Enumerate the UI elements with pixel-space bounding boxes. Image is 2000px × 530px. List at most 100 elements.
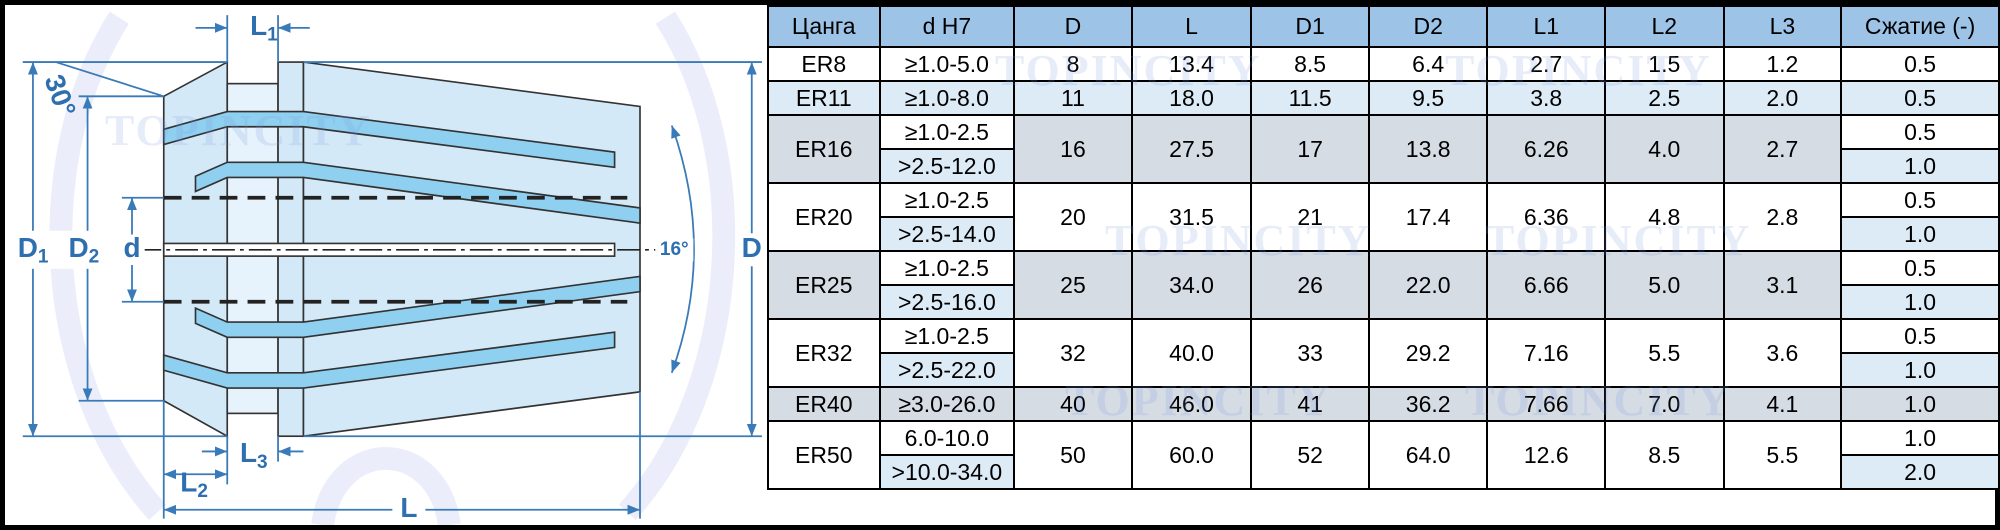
label-sub: 3 [257, 452, 268, 473]
dimension-cell: 8 [1013, 46, 1133, 82]
collet-name: ER25 [767, 250, 881, 320]
compression: 1.0 [1840, 386, 2000, 422]
label-bg [17, 230, 94, 269]
collet-name: ER8 [767, 46, 881, 82]
compression: 2.0 [1840, 454, 2000, 490]
header-cell: Сжатие (-) [1840, 5, 2000, 48]
dimension-cell: 6.66 [1486, 250, 1607, 320]
table-row: ER8 ≥1.0-5.0 8 13.4 8.5 6.4 2.7 1.5 1.2 0.5 [767, 46, 2000, 82]
watermark-shapes [49, 11, 736, 525]
dimension-cell: 11.5 [1250, 80, 1370, 116]
compression: 0.5 [1840, 80, 2000, 116]
table-row: ER11 ≥1.0-8.0 11 18.0 11.5 9.5 3.8 2.5 2.0 0.5 [767, 80, 2000, 116]
table-body: ER8 ≥1.0-5.0 8 13.4 8.5 6.4 2.7 1.5 1.2 0.5 ER11 ≥1… [767, 46, 2000, 490]
dimension-cell: 8.5 [1250, 46, 1370, 82]
dimension-cell: 5.0 [1604, 250, 1725, 320]
dimension-cell: 46.0 [1130, 386, 1253, 422]
dimension-cell: 7.0 [1604, 386, 1725, 422]
dimension-cell: 60.0 [1130, 420, 1253, 490]
dimension-cell: 52 [1250, 420, 1370, 490]
dimension-cell: 5.5 [1722, 420, 1843, 490]
table-row: >2.5-16.0 1.0 [768, 284, 2000, 320]
dimension-cell: 1.2 [1722, 46, 1843, 82]
collet-drawing: D1 D2 d D L L1 L2 L3 30° 16° [17, 10, 766, 525]
collet-name: ER11 [767, 80, 881, 116]
table-row: >10.0-34.0 2.0 [768, 454, 2000, 490]
dimension-cell: 8.5 [1604, 420, 1725, 490]
label-sub: 1 [267, 24, 278, 45]
dimension-cell: 27.5 [1130, 114, 1253, 184]
dimension-cell: 3.6 [1722, 318, 1843, 388]
table-row: ER32 ≥1.0-2.5 32 40.0 33 29.2 7.16 5.5 3.6 0.5 [767, 318, 2000, 388]
slot [194, 275, 641, 339]
dimension-cell: 11 [1013, 80, 1133, 116]
bore-range: ≥3.0-26.0 [878, 386, 1016, 422]
table-row: ER20 ≥1.0-2.5 20 31.5 21 17.4 6.36 4.8 2.8 0.5 [767, 182, 2000, 252]
dimension-cell: 12.6 [1486, 420, 1607, 490]
dim-label: L1 [250, 10, 278, 45]
header-cell: D2 [1367, 5, 1489, 48]
dimension-cell: 3.8 [1486, 80, 1607, 116]
compression: 1.0 [1840, 352, 2000, 388]
bore-range: ≥1.0-5.0 [878, 46, 1016, 82]
dimension-cell: 2.7 [1722, 114, 1843, 184]
dimension-cell: 26 [1250, 250, 1370, 320]
collet-table: Цанга d H7 D L D1 D2 L1 L2 L3 Сжатие (-) ER8 ≥1.0-5… [767, 5, 2000, 490]
dimension-cell: 17.4 [1367, 182, 1489, 252]
dimension-cell: 4.8 [1604, 182, 1725, 252]
compression: 0.5 [1840, 114, 2000, 150]
compression: 1.0 [1840, 420, 2000, 456]
dimension-cell: 13.4 [1130, 46, 1253, 82]
dimension-cell: 6.26 [1486, 114, 1607, 184]
dimension-cell: 2.5 [1604, 80, 1725, 116]
header-cell: d H7 [878, 5, 1016, 48]
table-row: ER16 ≥1.0-2.5 16 27.5 17 13.8 6.26 4.0 2.7 0.5 [767, 114, 2000, 184]
angle-label: 16° [660, 239, 689, 260]
dimension-cell: 16 [1013, 114, 1133, 184]
slot [194, 161, 641, 225]
dimension-cell: 25 [1013, 250, 1133, 320]
bore-range: ≥1.0-8.0 [878, 80, 1016, 116]
dim-label: L2 [180, 467, 208, 502]
table-row: >2.5-12.0 1.0 [768, 148, 2000, 184]
table-row: ER25 ≥1.0-2.5 25 34.0 26 22.0 6.66 5.0 3.1 0.5 [767, 250, 2000, 320]
compression: 0.5 [1840, 182, 2000, 218]
label-bg [119, 234, 145, 265]
table-row: >2.5-14.0 1.0 [768, 216, 2000, 252]
bore-range: >2.5-16.0 [878, 284, 1016, 320]
dim-label: D1 [18, 232, 49, 267]
table-row: ER50 6.0-10.0 50 60.0 52 64.0 12.6 8.5 5.5 1.0 [767, 420, 2000, 490]
header-row: Цанга d H7 D L D1 D2 L1 L2 L3 Сжатие (-) [767, 5, 2000, 48]
dimension-cell: 9.5 [1367, 80, 1489, 116]
compression: 0.5 [1840, 250, 2000, 286]
dimension-cell: 41 [1250, 386, 1370, 422]
header-cell: L3 [1722, 5, 1843, 48]
dimension-cell: 7.66 [1486, 386, 1607, 422]
dimension-cell: 3.1 [1722, 250, 1843, 320]
dim-label: d [123, 232, 140, 263]
bore-range: >2.5-14.0 [878, 216, 1016, 252]
dimension-cell: 20 [1013, 182, 1133, 252]
collet-name: ER16 [767, 114, 881, 184]
dimension-cell: 32 [1013, 318, 1133, 388]
dimension-cell: 6.4 [1367, 46, 1489, 82]
dimension-cell: 7.16 [1486, 318, 1607, 388]
label-bg [737, 233, 766, 267]
dimension-cell: 2.7 [1486, 46, 1607, 82]
bore-range: ≥1.0-2.5 [878, 318, 1016, 354]
bore-range: ≥1.0-2.5 [878, 250, 1016, 286]
dimension-cell: 1.5 [1604, 46, 1725, 82]
dimension-cell: 40.0 [1130, 318, 1253, 388]
dimension-cell: 17 [1250, 114, 1370, 184]
table-row: >2.5-22.0 1.0 [768, 352, 2000, 388]
dimension-cell: 22.0 [1367, 250, 1489, 320]
header-cell: L2 [1604, 5, 1725, 48]
dimension-cell: 36.2 [1367, 386, 1489, 422]
label-main: L [240, 438, 257, 469]
label-main: D [69, 232, 89, 263]
dimension-cell: 21 [1250, 182, 1370, 252]
label-sub: 2 [89, 246, 100, 267]
collet-name: ER20 [767, 182, 881, 252]
collet-name: ER40 [767, 386, 881, 422]
